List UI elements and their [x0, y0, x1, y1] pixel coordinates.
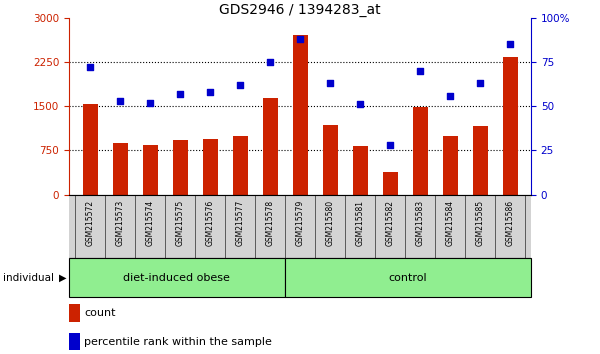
Bar [383, 172, 398, 195]
Bar [233, 136, 248, 195]
Bar [293, 35, 308, 195]
Bar [203, 139, 218, 195]
Text: GSM215586: GSM215586 [506, 200, 515, 246]
Point [385, 142, 395, 148]
Point [505, 41, 515, 47]
Point [85, 64, 95, 70]
Bar [173, 141, 187, 195]
Bar [353, 146, 368, 195]
Text: GSM215572: GSM215572 [86, 200, 95, 246]
Text: GSM215573: GSM215573 [115, 200, 125, 246]
Point [265, 59, 275, 65]
Point [475, 80, 485, 86]
Bar [113, 143, 128, 195]
Text: GSM215574: GSM215574 [146, 200, 155, 246]
Point [325, 80, 335, 86]
Bar [263, 98, 277, 195]
FancyBboxPatch shape [69, 258, 284, 297]
Text: GSM215576: GSM215576 [205, 200, 215, 246]
Point [415, 68, 425, 74]
Text: GSM215577: GSM215577 [236, 200, 245, 246]
Text: count: count [84, 308, 116, 318]
Point [235, 82, 245, 88]
Text: GSM215575: GSM215575 [176, 200, 185, 246]
Point [445, 93, 455, 98]
Text: GSM215580: GSM215580 [325, 200, 335, 246]
Text: GSM215584: GSM215584 [446, 200, 455, 246]
Text: diet-induced obese: diet-induced obese [124, 273, 230, 283]
Text: percentile rank within the sample: percentile rank within the sample [84, 337, 272, 347]
Title: GDS2946 / 1394283_at: GDS2946 / 1394283_at [219, 3, 381, 17]
Text: individual: individual [3, 273, 54, 283]
Text: ▶: ▶ [59, 273, 67, 283]
Bar [413, 107, 428, 195]
Point [205, 89, 215, 95]
Text: GSM215585: GSM215585 [476, 200, 485, 246]
Point [145, 100, 155, 105]
Text: GSM215579: GSM215579 [296, 200, 305, 246]
Text: GSM215581: GSM215581 [356, 200, 365, 246]
Text: control: control [388, 273, 427, 283]
Point [295, 36, 305, 42]
Point [115, 98, 125, 104]
Text: GSM215583: GSM215583 [416, 200, 425, 246]
Bar [503, 57, 518, 195]
Bar [83, 104, 97, 195]
Bar [473, 126, 488, 195]
Bar [443, 136, 458, 195]
Point [355, 102, 365, 107]
Bar [323, 125, 337, 195]
Text: GSM215582: GSM215582 [386, 200, 395, 246]
Text: GSM215578: GSM215578 [265, 200, 275, 246]
FancyBboxPatch shape [284, 258, 531, 297]
Point [175, 91, 185, 97]
Bar [143, 144, 157, 195]
